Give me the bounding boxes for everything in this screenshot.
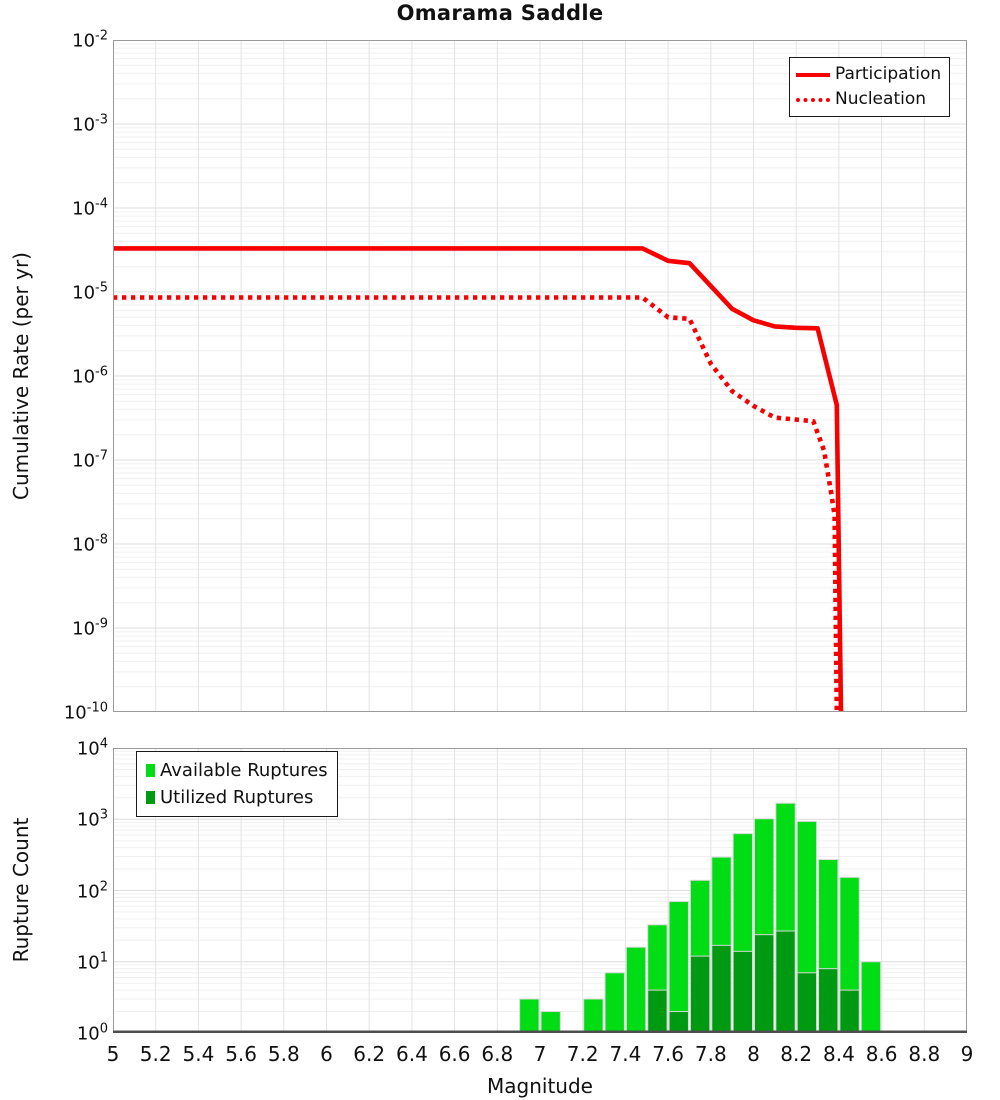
x-tick-label-7.2: 7.2 [566,1042,599,1066]
x-tick-label-6.4: 6.4 [395,1042,428,1066]
y-tick-label-10e3: 103 [76,807,108,831]
bar-utilized-7.6 [668,1011,689,1033]
y-tick-label-10e2: 102 [76,879,108,902]
bar-available-7 [540,1011,561,1033]
ruptures-legend: Available Ruptures Utilized Ruptures [136,751,338,817]
legend-label-available: Available Ruptures [160,760,328,781]
y-tick-label-10e-7: 10-7 [72,448,108,472]
bar-available-7.6 [668,901,689,1033]
legend-label-nucleation: Nucleation [835,89,927,109]
panel-border [113,40,967,712]
x-tick-label-7.8: 7.8 [694,1042,727,1066]
y-tick-label-10e-8: 10-8 [72,532,108,556]
bar-available-7.2 [583,998,604,1033]
x-tick-label-9: 9 [960,1042,974,1066]
bar-utilized-8.1 [775,930,796,1033]
x-tick-label-8: 8 [747,1042,760,1066]
panel-top-svg [113,40,967,712]
legend-label-participation: Participation [835,64,942,84]
available-ruptures-swatch [146,764,155,777]
y-tick-label-10e4: 104 [76,736,108,760]
x-tick-label-8.4: 8.4 [822,1042,855,1066]
x-tick-label-7.6: 7.6 [652,1042,684,1066]
y-tick-label-10e-9: 10-9 [72,616,108,640]
x-tick-label-5: 5 [106,1042,120,1066]
utilized-ruptures-swatch [146,791,155,804]
y-tick-label-10e-3: 10-3 [72,112,108,136]
series-line-nucleation [113,295,840,712]
legend-label-utilized: Utilized Ruptures [160,787,314,808]
bar-utilized-8.2 [796,972,818,1033]
x-tick-label-6.6: 6.6 [438,1042,471,1066]
y-tick-label-10e-10: 10-10 [63,700,108,724]
x-tick-label-6.2: 6.2 [353,1042,386,1066]
top-y-axis-label: Cumulative Rate (per yr) [9,252,33,500]
x-tick-label-8.8: 8.8 [908,1042,941,1066]
bar-available-7.4 [625,946,647,1033]
x-tick-label-5.4: 5.4 [182,1042,215,1066]
x-tick-label-8.6: 8.6 [865,1042,898,1066]
x-tick-label-6.8: 6.8 [481,1042,514,1066]
panel-bottom-svg [113,748,967,1033]
bar-utilized-8.3 [818,968,839,1033]
legend-row-participation: Participation [796,62,941,87]
bar-utilized-7.5 [647,989,668,1033]
x-tick-label-5.2: 5.2 [139,1042,172,1066]
legend-row-available: Available Ruptures [146,757,328,784]
x-tick-label-5.8: 5.8 [267,1042,300,1066]
x-tick-label-5.6: 5.6 [225,1042,257,1066]
rate-legend: Participation Nucleation [789,57,951,117]
bar-utilized-7.9 [732,950,754,1033]
y-tick-label-10e-5: 10-5 [72,280,108,304]
series-line-participation [113,246,844,712]
y-tick-label-10e0: 100 [76,1021,108,1045]
x-tick-label-6: 6 [320,1042,333,1066]
x-tick-label-8.2: 8.2 [780,1042,813,1066]
y-tick-label-10e-4: 10-4 [72,196,108,220]
chart-title: Omarama Saddle [396,1,604,25]
bar-utilized-8.4 [839,989,860,1033]
x-axis-label: Magnitude [487,1074,593,1098]
bar-available-6.9 [519,998,540,1033]
nucleation-line-swatch [796,97,830,102]
legend-row-nucleation: Nucleation [796,87,941,112]
y-tick-label-10e-6: 10-6 [72,364,108,388]
y-tick-label-10e-2: 10-2 [72,28,108,52]
bar-utilized-7.7 [689,955,711,1033]
rate-chart-panel [113,40,967,712]
participation-line-swatch [796,72,830,77]
bar-available-8.5 [860,961,882,1033]
bottom-y-axis-label: Rupture Count [9,817,33,963]
bar-available-7.3 [604,972,625,1033]
y-tick-label-10e1: 101 [76,950,108,974]
x-tick-label-7.4: 7.4 [609,1042,642,1066]
legend-row-utilized: Utilized Ruptures [146,784,328,811]
rupture-count-panel [113,748,967,1033]
x-tick-label-7: 7 [533,1042,547,1066]
bar-utilized-7.8 [711,944,732,1033]
bar-utilized-8 [754,934,775,1033]
